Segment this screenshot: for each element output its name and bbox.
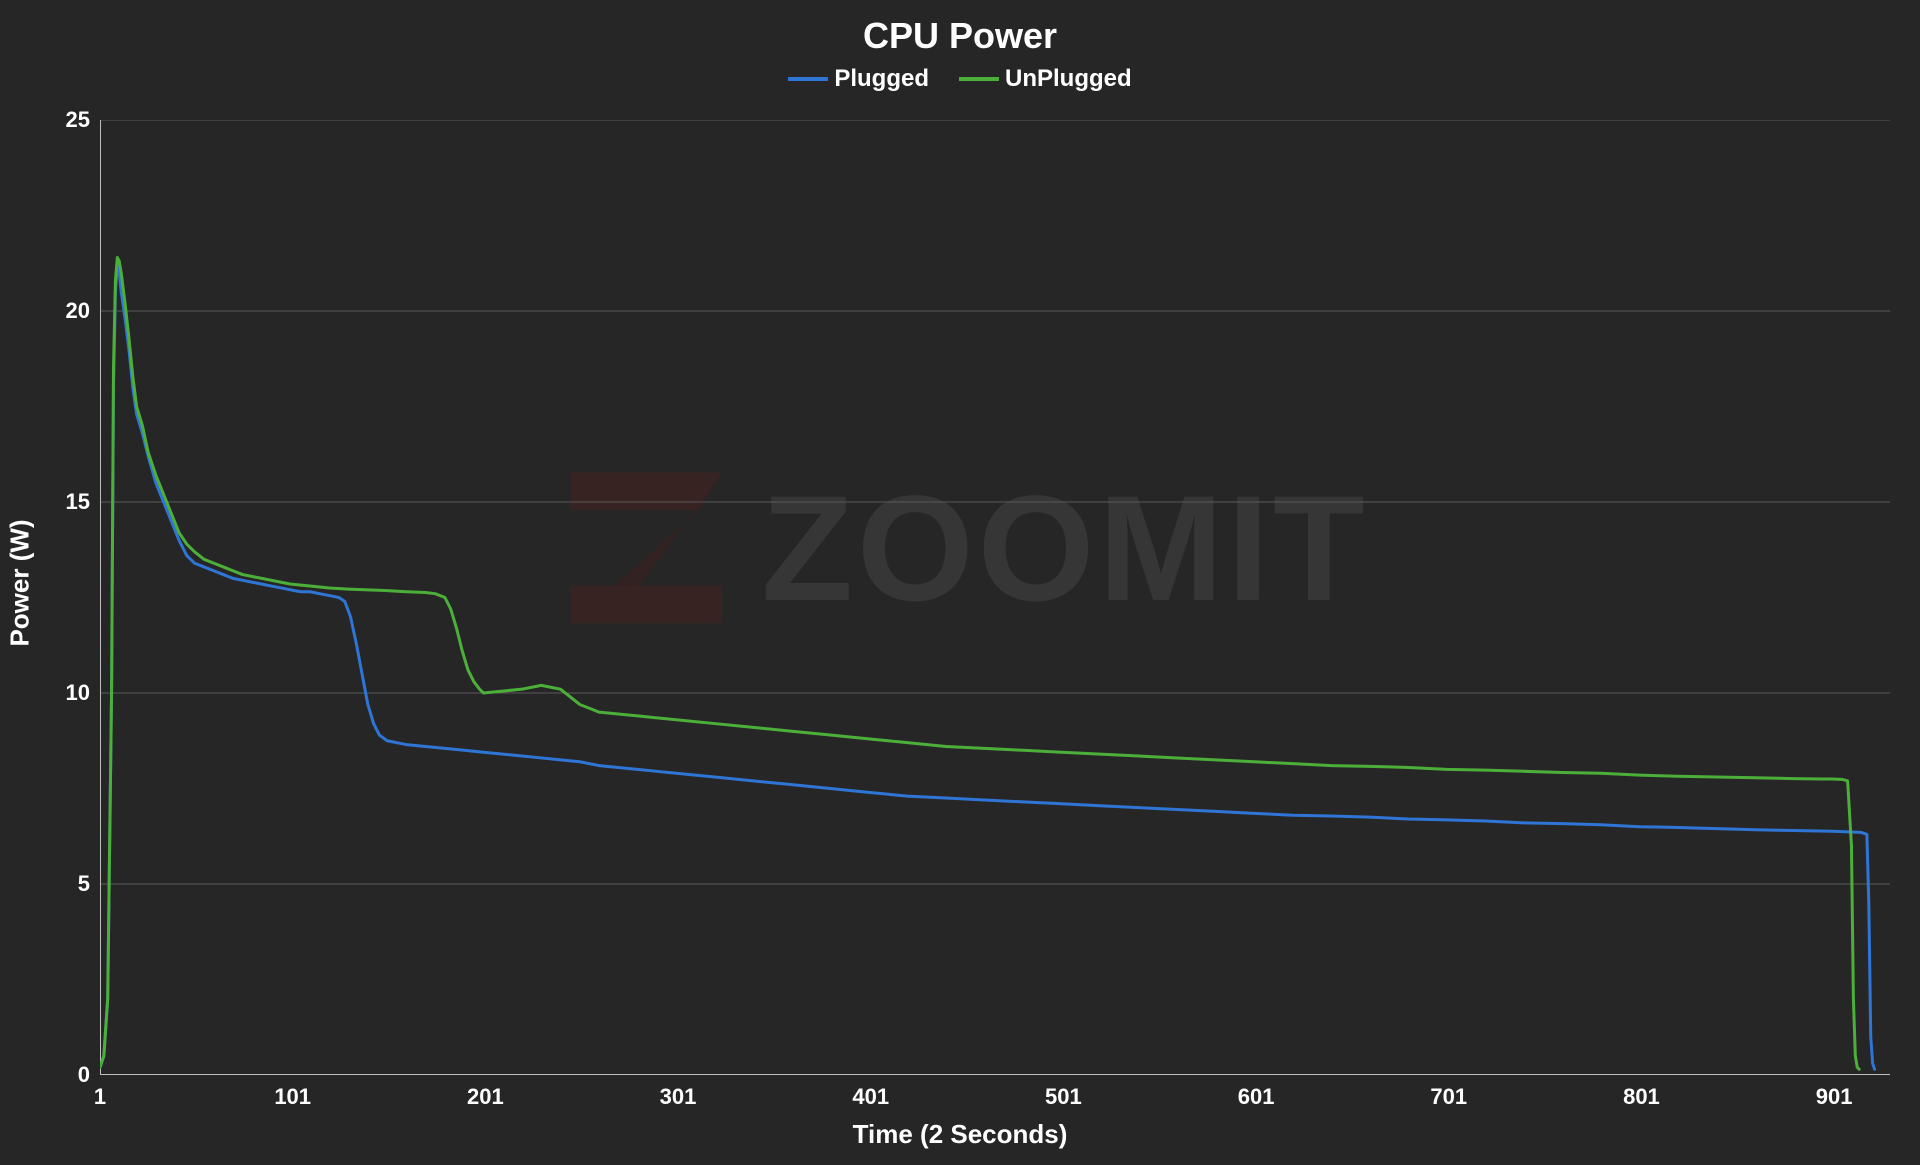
plot-svg [100,120,1890,1075]
x-tick-label: 501 [1045,1084,1082,1110]
x-axis-label: Time (2 Seconds) [853,1119,1068,1150]
chart-title: CPU Power [0,0,1920,57]
legend-label-plugged: Plugged [834,65,929,93]
y-tick-label: 5 [78,871,90,897]
legend-label-unplugged: UnPlugged [1005,65,1132,93]
y-tick-label: 15 [66,489,90,515]
legend-item-plugged: Plugged [788,65,929,93]
legend: Plugged UnPlugged [0,57,1920,93]
x-tick-label: 301 [660,1084,697,1110]
x-tick-label: 701 [1430,1084,1467,1110]
legend-item-unplugged: UnPlugged [959,65,1132,93]
y-tick-label: 25 [66,107,90,133]
x-tick-label: 101 [274,1084,311,1110]
x-tick-label: 401 [852,1084,889,1110]
x-tick-label: 601 [1238,1084,1275,1110]
x-tick-label: 801 [1623,1084,1660,1110]
y-axis-label: Power (W) [5,519,36,646]
y-tick-label: 10 [66,680,90,706]
x-tick-label: 201 [467,1084,504,1110]
chart-container: CPU Power Plugged UnPlugged ZOOMIT Power… [0,0,1920,1165]
legend-swatch-unplugged [959,77,999,81]
legend-swatch-plugged [788,77,828,81]
plot-area [100,120,1890,1075]
y-tick-label: 0 [78,1062,90,1088]
y-tick-label: 20 [66,298,90,324]
x-tick-label: 901 [1816,1084,1853,1110]
x-tick-label: 1 [94,1084,106,1110]
